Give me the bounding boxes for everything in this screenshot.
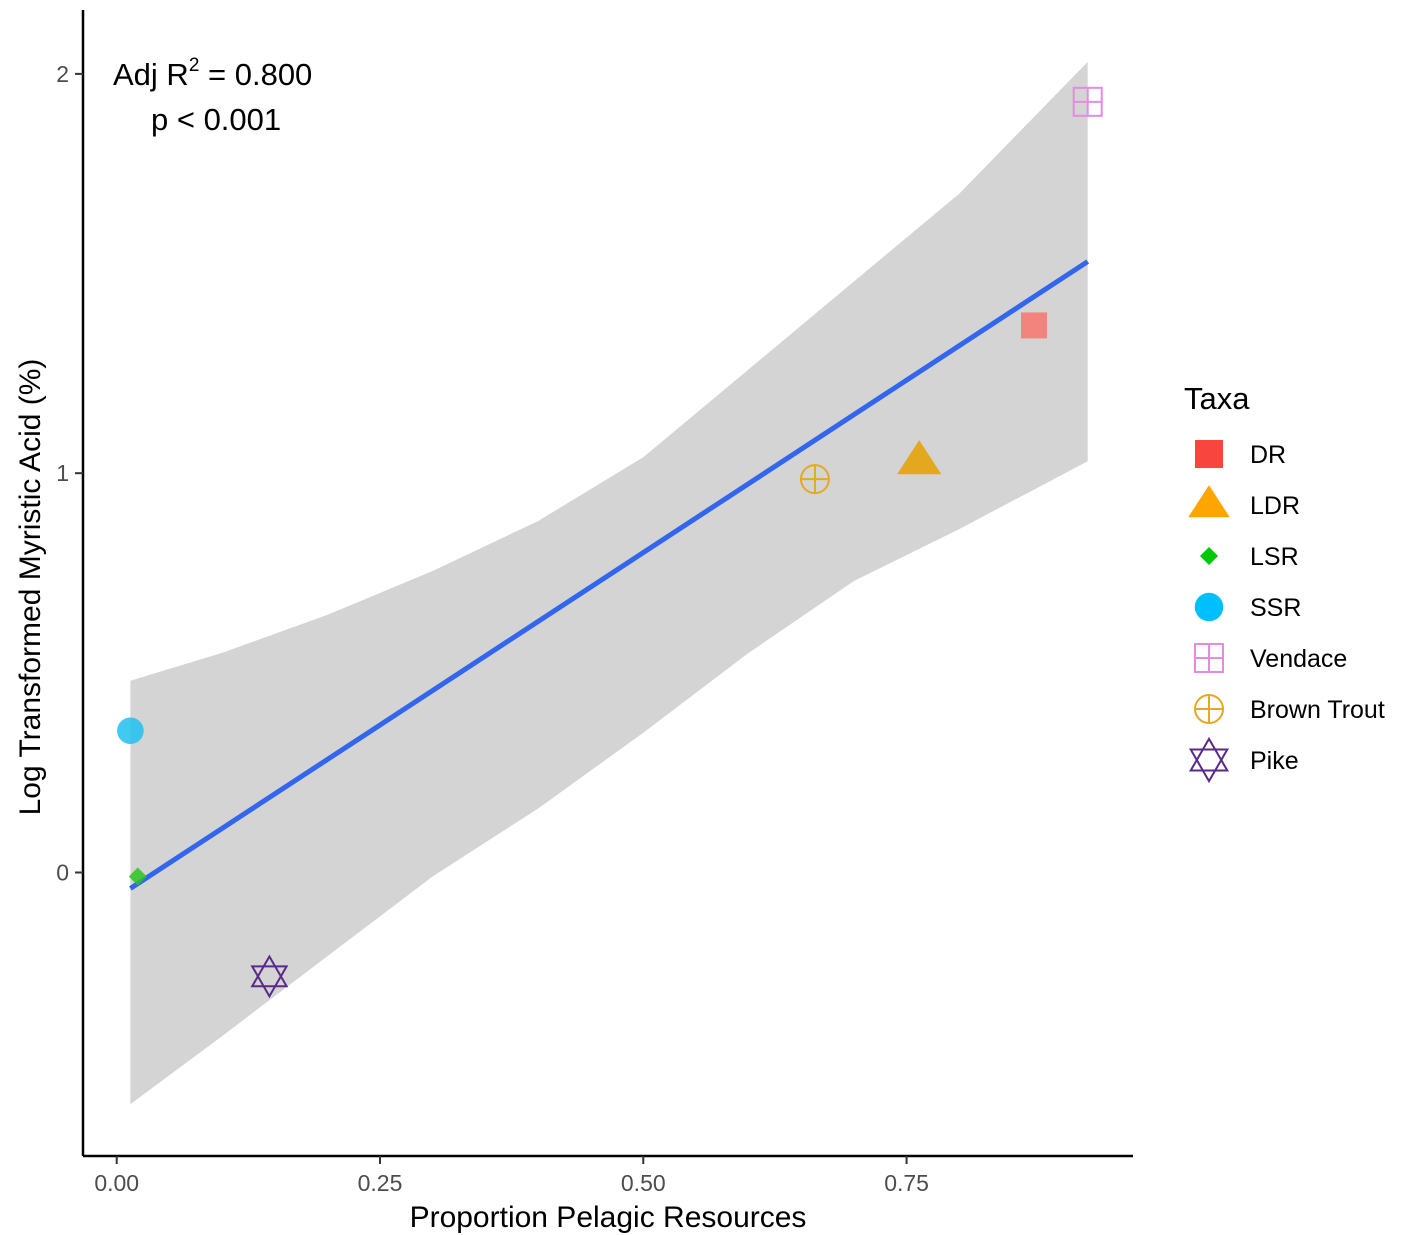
- data-point-vendace: [1072, 86, 1103, 117]
- axes: 0.00 0.25 0.50 0.75 0 1 2: [56, 10, 1133, 1196]
- legend-label-lsr: LSR: [1250, 543, 1299, 571]
- confidence-band: [130, 61, 1088, 1105]
- data-point-ssr: [117, 717, 144, 745]
- legend-title: Taxa: [1184, 381, 1250, 416]
- data-point-pike: [250, 954, 289, 999]
- x-tick-label: 0.75: [884, 1170, 929, 1196]
- legend-key-pike: [1188, 736, 1230, 784]
- legend-label-pike: Pike: [1250, 747, 1299, 775]
- x-tick-label: 0.00: [94, 1170, 139, 1196]
- legend-label-brown-trout: Brown Trout: [1250, 696, 1385, 724]
- legend-key-ldr: [1188, 485, 1230, 518]
- legend: Taxa DR LDR LSR SSR Vendace Brown Trout Pike: [1184, 381, 1385, 784]
- legend-label-dr: DR: [1250, 441, 1286, 469]
- y-tick-label: 1: [56, 460, 69, 486]
- legend-label-ldr: LDR: [1250, 492, 1300, 520]
- y-axis-label: Log Transformed Myristic Acid (%): [14, 359, 47, 816]
- plot-area: [117, 61, 1103, 1105]
- legend-key-dr: [1195, 440, 1223, 468]
- data-point-ldr: [897, 440, 942, 475]
- legend-label-ssr: SSR: [1250, 594, 1301, 622]
- annotation-adj-r2: Adj R2 = 0.800: [113, 55, 312, 92]
- legend-key-brown-trout: [1194, 694, 1224, 724]
- x-tick-label: 0.25: [358, 1170, 403, 1196]
- x-tick-label: 0.50: [621, 1170, 666, 1196]
- annotation-p-value: p < 0.001: [151, 102, 281, 137]
- regression-line: [129, 259, 1090, 891]
- data-point-lsr: [128, 867, 147, 886]
- y-tick-label: 0: [56, 859, 69, 885]
- legend-key-vendace: [1194, 643, 1224, 673]
- y-tick-label: 2: [56, 61, 69, 87]
- x-axis-label: Proportion Pelagic Resources: [410, 1201, 807, 1234]
- legend-key-lsr: [1199, 546, 1219, 566]
- data-point-dr: [1021, 312, 1048, 339]
- legend-label-vendace: Vendace: [1250, 645, 1347, 673]
- data-point-brown-trout: [799, 464, 830, 495]
- legend-key-ssr: [1194, 592, 1224, 622]
